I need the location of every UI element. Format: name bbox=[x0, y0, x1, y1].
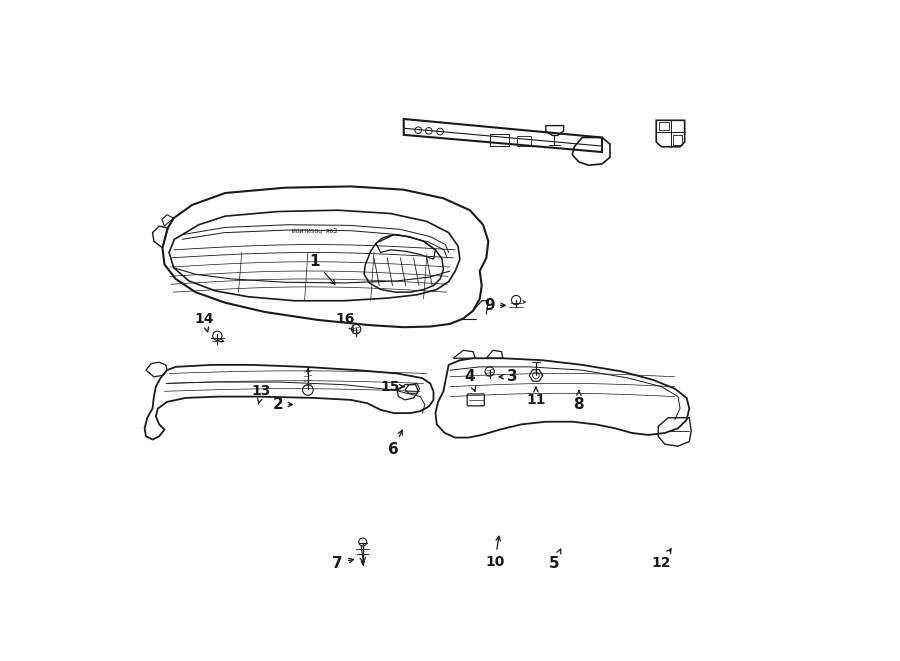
Bar bbox=[673, 135, 682, 145]
Text: 9: 9 bbox=[484, 298, 505, 313]
Text: 15: 15 bbox=[381, 379, 404, 394]
Text: 13: 13 bbox=[252, 384, 271, 404]
Text: 5: 5 bbox=[549, 549, 561, 570]
Text: 14: 14 bbox=[194, 311, 214, 332]
Text: 12: 12 bbox=[652, 549, 671, 570]
Bar bbox=[659, 122, 670, 130]
Text: 6: 6 bbox=[389, 430, 402, 457]
Text: 8: 8 bbox=[573, 391, 584, 412]
Text: ИОИТИЅОq ЯО∃: ИОИТИЅОq ЯО∃ bbox=[292, 228, 337, 233]
Bar bbox=[490, 134, 509, 146]
Bar bbox=[518, 136, 531, 146]
Text: 7: 7 bbox=[332, 556, 354, 570]
Text: 4: 4 bbox=[464, 369, 475, 391]
Text: 1: 1 bbox=[310, 254, 335, 284]
Text: 16: 16 bbox=[336, 311, 356, 331]
Text: 2: 2 bbox=[273, 397, 292, 412]
Text: 10: 10 bbox=[485, 536, 505, 569]
Text: 3: 3 bbox=[500, 369, 518, 384]
Text: 11: 11 bbox=[526, 387, 545, 407]
